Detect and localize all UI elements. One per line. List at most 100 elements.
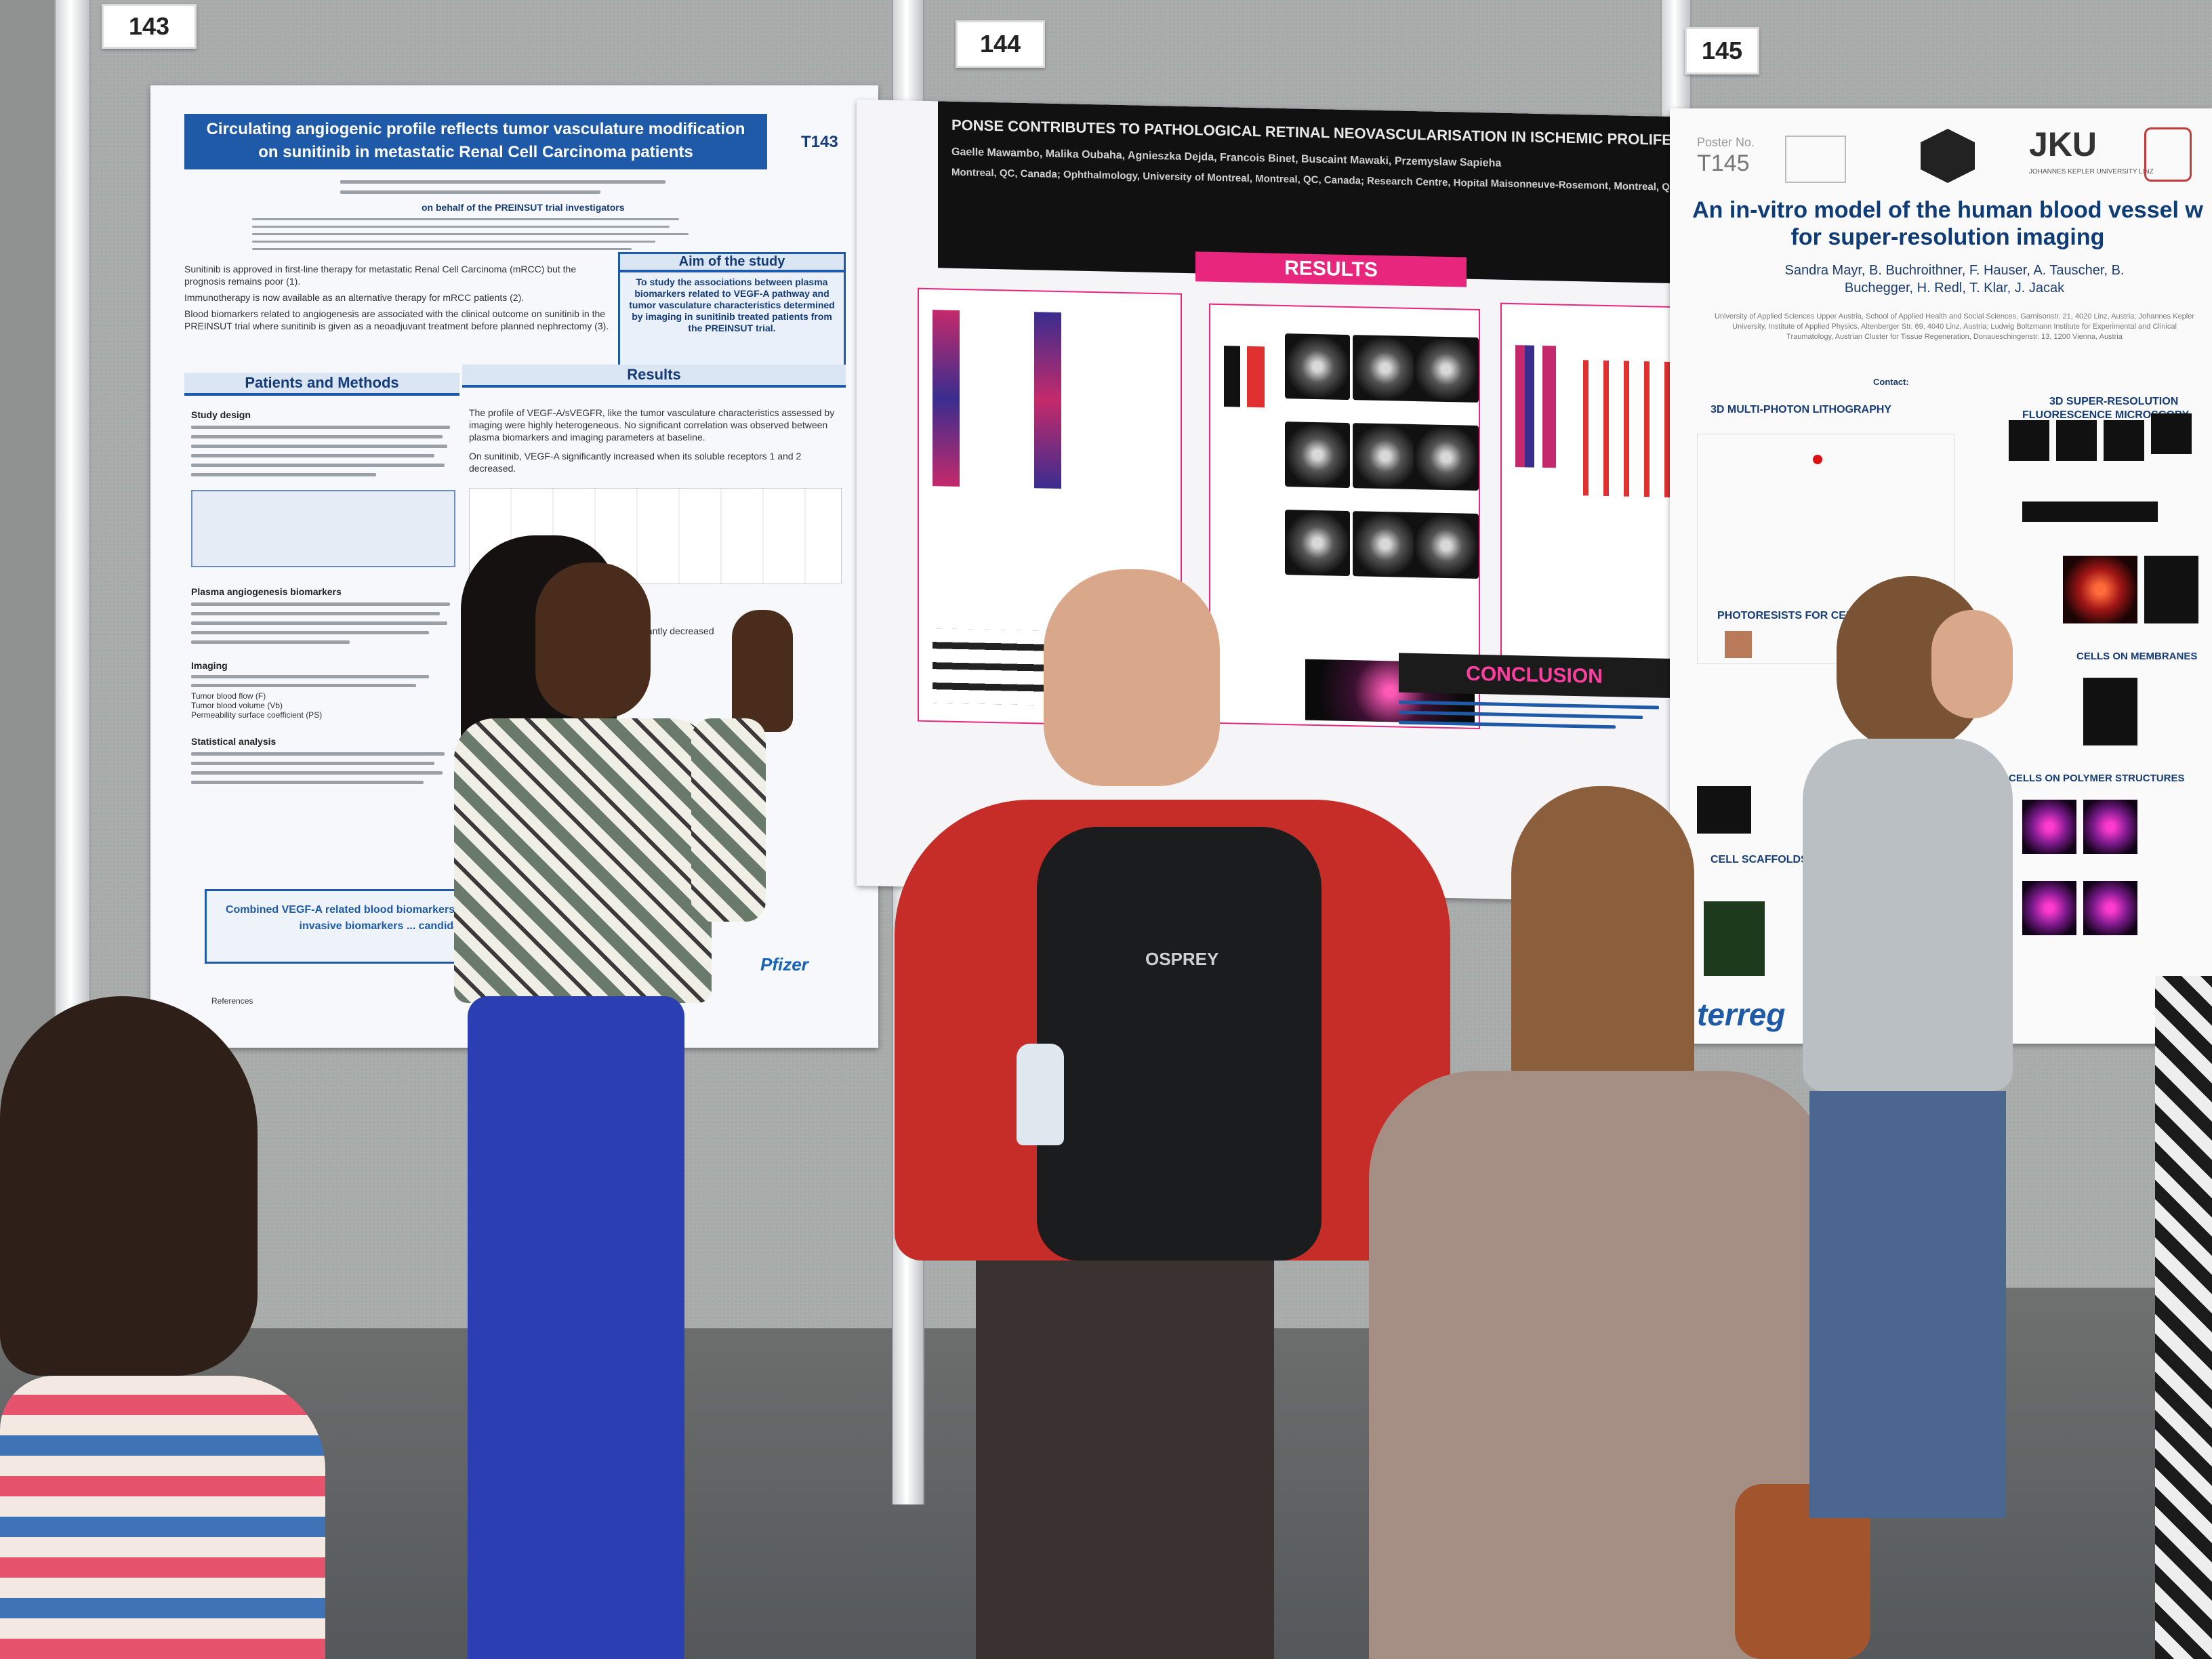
intro-bullet: Sunitinib is approved in first-line ther… — [184, 264, 577, 287]
microscopy-image — [2083, 881, 2137, 935]
pfizer-logo: Pfizer — [760, 954, 808, 975]
affiliation-block — [252, 218, 726, 250]
poster-number: T145 — [1697, 150, 1750, 176]
microscopy-image — [2022, 800, 2076, 854]
jku-logo-caption: JOHANNES KEPLER UNIVERSITY LINZ — [2029, 168, 2154, 176]
intro-bullet: Blood biomarkers related to angiogenesis… — [184, 308, 609, 331]
microscopy-image — [2151, 413, 2192, 454]
microscopy-image — [2056, 420, 2097, 461]
jacket-sleeve — [691, 718, 766, 922]
microscopy-image — [2022, 501, 2158, 522]
poster-145: Poster No. T145 JKU JOHANNES KEPLER UNIV… — [1670, 108, 2212, 1044]
blue-trousers — [468, 996, 684, 1659]
microscopy-image — [2104, 420, 2144, 461]
microscopy-image — [1697, 786, 1751, 834]
methods-heading: Patients and Methods — [184, 373, 459, 396]
intro-bullets: Sunitinib is approved in first-line ther… — [184, 263, 618, 332]
results-text: On sunitinib, VEGF-A significantly incre… — [469, 451, 802, 474]
references-label: References — [211, 996, 253, 1006]
section-heading: CELLS ON MEMBRANES — [2076, 651, 2198, 662]
imaging-item: Permeability surface coefficient (PS) — [191, 710, 323, 720]
microscopy-image — [1704, 901, 1765, 976]
patterned-sweater — [0, 1376, 325, 1659]
study-design-heading: Study design — [191, 409, 251, 420]
section-heading: CELL SCAFFOLDS — [1711, 854, 1808, 865]
red-logo — [2144, 127, 2192, 182]
consortium-line: on behalf of the PREINSUT trial investig… — [422, 202, 625, 213]
board-number-tag: 143 — [102, 4, 197, 49]
retina-image — [1414, 424, 1479, 491]
intro-bullet: Immunotherapy is now available as an alt… — [184, 292, 525, 303]
aim-box: Aim of the study To study the associatio… — [618, 252, 846, 371]
retina-image — [1285, 422, 1350, 489]
results-heading: RESULTS — [1195, 251, 1467, 287]
backpack-brand: OSPREY — [1145, 949, 1219, 969]
author-list: Sandra Mayr, B. Buchroithner, F. Hauser,… — [1784, 263, 2125, 295]
lithography-diagram — [1697, 434, 1954, 664]
methods-column: Study design Plasma angiogenesis biomark… — [191, 409, 455, 784]
retina-image — [1353, 511, 1418, 578]
hair — [0, 996, 258, 1376]
aim-text: To study the associations between plasma… — [629, 276, 835, 333]
section-heading: CELLS ON POLYMER STRUCTURES — [2009, 773, 2185, 784]
study-design-diagram — [191, 490, 455, 567]
retina-image — [1285, 510, 1350, 577]
microscopy-image — [2083, 800, 2137, 854]
face — [535, 562, 651, 718]
microscopy-image — [2063, 556, 2137, 623]
microscopy-image — [2144, 556, 2198, 623]
poster-title-line: for super-resolution imaging — [1790, 224, 2105, 250]
jeans — [1809, 1091, 2006, 1518]
microscopy-image — [2009, 420, 2049, 461]
board-number-tag: 145 — [1685, 27, 1759, 75]
contact-label: Contact: — [1873, 377, 1909, 387]
imaging-item: Tumor blood volume (Vb) — [191, 701, 283, 710]
presenter — [434, 529, 813, 1659]
retina-image — [1353, 335, 1418, 402]
retina-image — [1285, 333, 1350, 401]
grey-hoodie — [1803, 739, 2013, 1091]
trousers — [976, 1261, 1274, 1659]
affiliation-block: University of Applied Sciences Upper Aus… — [1714, 312, 2195, 341]
poster-title: PONSE CONTRIBUTES TO PATHOLOGICAL RETINA… — [951, 116, 1697, 150]
heatmap-figure — [933, 310, 960, 487]
poster-title: An in-vitro model of the human blood ves… — [1683, 197, 2212, 251]
results-text: The profile of VEGF-A/sVEGFR, like the t… — [469, 407, 835, 443]
jku-logo: JKU — [2029, 125, 2097, 163]
plasma-heading: Plasma angiogenesis biomarkers — [191, 586, 342, 597]
microscopy-image — [2083, 678, 2137, 745]
raised-hand — [732, 610, 793, 732]
section-heading: 3D MULTI-PHOTON LITHOGRAPHY — [1711, 404, 1891, 415]
microscopy-image — [2022, 881, 2076, 935]
face — [1931, 610, 2013, 718]
institution-logo — [1785, 136, 1846, 183]
board-post — [54, 0, 91, 1017]
results-heading: Results — [462, 365, 846, 388]
retina-image — [1353, 423, 1418, 490]
bar-chart-figure — [1515, 345, 1556, 468]
section-heading: 3D SUPER-RESOLUTION — [2049, 396, 2179, 407]
person-right-edge — [2155, 976, 2212, 1659]
results-column: The profile of VEGF-A/sVEGFR, like the t… — [469, 407, 842, 637]
man-with-backpack: OSPREY — [881, 569, 1477, 1659]
woman-in-hoodie — [1769, 569, 2067, 1518]
author-list — [340, 180, 665, 194]
woman-bottom-left — [0, 996, 339, 1659]
poster-code: T143 — [801, 133, 838, 151]
poster-title-line: on sunitinib in metastatic Renal Cell Ca… — [258, 143, 693, 161]
patterned-jacket — [454, 718, 712, 1003]
heatmap-figure — [1034, 312, 1061, 489]
retina-image — [1414, 336, 1479, 403]
board-number-tag: 144 — [956, 20, 1045, 68]
poster-number-label: Poster No. — [1697, 136, 1755, 149]
head — [1044, 569, 1220, 786]
star-logo — [1921, 129, 1975, 183]
black-backpack — [1037, 827, 1322, 1261]
footer-text: terreg — [1697, 997, 1786, 1032]
woman-with-ponytail — [1355, 786, 1870, 1659]
imaging-item: Tumor blood flow (F) — [191, 691, 266, 701]
poster-title-line: Circulating angiogenic profile reflects … — [206, 120, 745, 138]
aim-heading: Aim of the study — [620, 254, 844, 272]
poster-title: Circulating angiogenic profile reflects … — [184, 114, 767, 169]
bar-chart-figure — [1224, 346, 1265, 408]
